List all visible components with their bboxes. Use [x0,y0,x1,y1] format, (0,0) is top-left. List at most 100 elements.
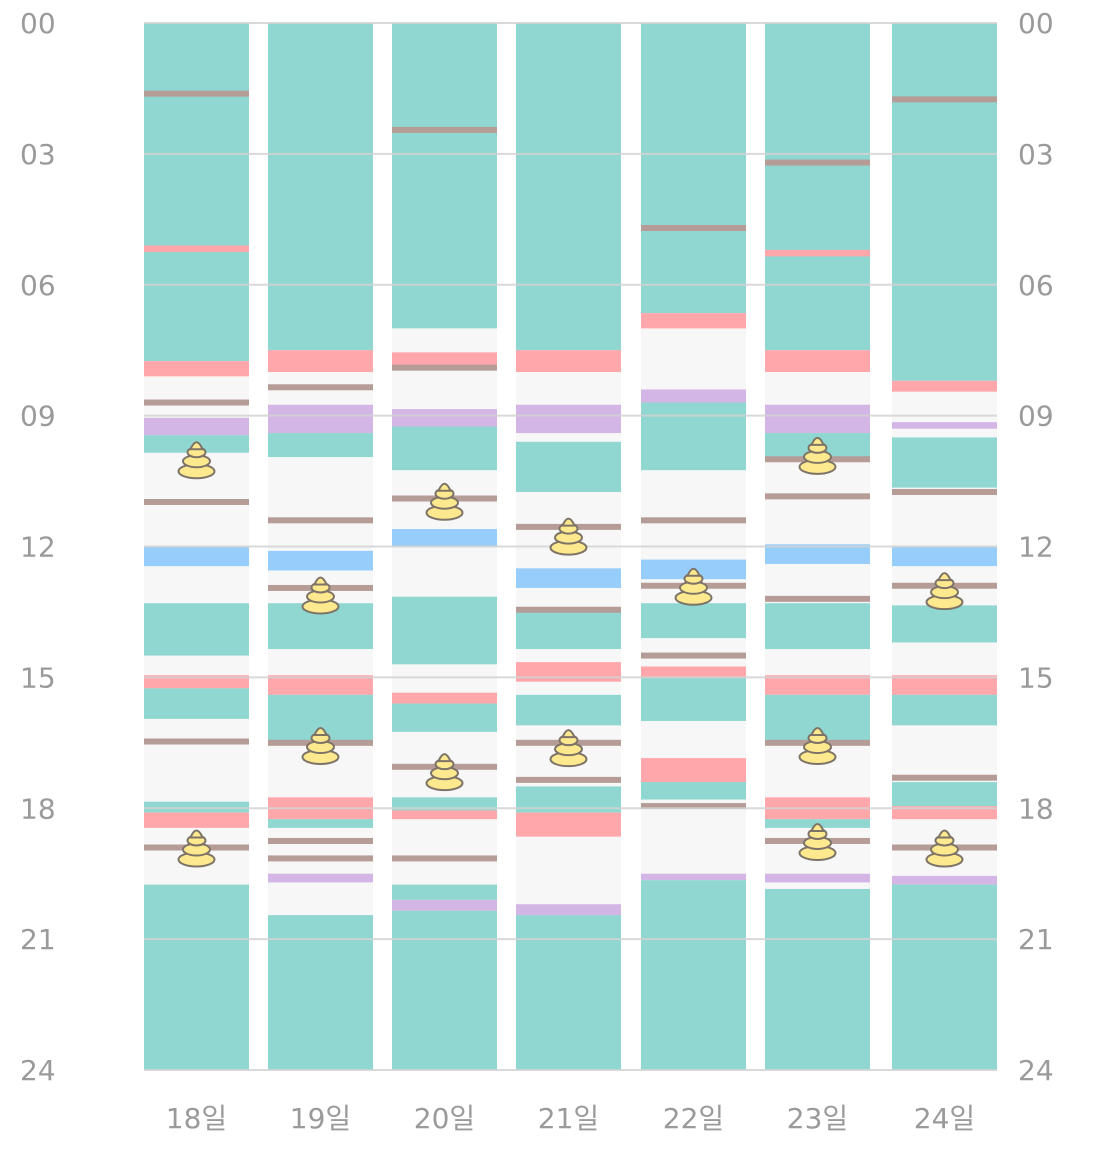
purple-block [892,875,997,885]
teal-block [144,23,249,362]
y-tick-label-right: 09 [1018,400,1054,433]
pink-block [392,692,497,704]
pink-block [268,675,373,695]
teal-block [516,694,621,726]
pink-block [765,249,870,257]
day-label: 24일 [914,1102,975,1135]
purple-block [392,899,497,911]
event-mark [268,384,373,391]
purple-block [892,422,997,429]
teal-block [516,915,621,1070]
teal-block [892,605,997,643]
pink-block [516,662,621,682]
blue-block [765,544,870,564]
pink-block [641,313,746,329]
teal-block [765,23,870,351]
event-mark [144,90,249,97]
teal-block [392,797,497,811]
teal-block [516,23,621,351]
teal-block [268,23,373,351]
poop-icon [798,436,837,475]
event-mark [516,606,621,613]
purple-block [641,389,746,403]
pink-block [765,350,870,372]
purple-block [144,417,249,436]
teal-block [392,884,497,900]
y-tick-label-left: 06 [20,269,56,302]
poop-icon [425,482,464,521]
teal-block [641,782,746,800]
poop-icons [177,436,964,868]
pink-block [144,812,249,828]
poop-icon [301,727,340,765]
event-mark [516,776,621,783]
day-label: 23일 [787,1102,848,1135]
event-mark [392,855,497,862]
poop-icon [798,823,837,861]
y-tick-label-left: 24 [20,1054,56,1087]
y-tick-label-left: 00 [20,7,56,40]
day-column [144,23,249,1070]
pink-block [641,758,746,783]
y-tick-label-right: 00 [1018,7,1054,40]
purple-block [268,873,373,883]
blue-block [392,529,497,547]
purple-block [641,873,746,881]
blue-block [516,568,621,588]
pink-block [892,380,997,392]
event-mark [144,499,249,506]
pink-block [144,361,249,377]
y-tick-label-right: 06 [1018,269,1054,302]
pink-block [144,245,249,253]
day-label: 19일 [290,1102,351,1135]
teal-block [892,884,997,1070]
poop-icon [549,517,588,556]
teal-block [892,23,997,381]
pink-block [641,666,746,678]
event-mark [892,488,997,495]
teal-block [765,603,870,650]
teal-block [641,880,746,1070]
event-mark [392,364,497,371]
pink-block [392,810,497,820]
pink-block [392,352,497,366]
pink-block [516,812,621,837]
pink-block [516,350,621,372]
teal-block [765,888,870,1070]
event-mark [765,595,870,602]
teal-block [392,596,497,665]
purple-block [392,409,497,427]
poop-icon [925,572,964,611]
poop-icon [925,829,964,868]
pink-block [892,675,997,695]
y-tick-label-left: 18 [20,792,56,825]
poop-icon [177,829,216,868]
event-mark [144,738,249,745]
poop-icon [425,753,464,792]
teal-block [392,426,497,471]
event-mark [144,399,249,406]
event-mark [892,96,997,103]
teal-block [641,402,746,471]
y-tick-label-left: 03 [20,138,56,171]
blue-block [268,550,373,571]
axis-labels: 18일 19일 20일 21일 22일 23일 24일 00 00 03 03 06 06 09 09 12 1… [20,7,1054,1135]
day-label: 18일 [166,1102,227,1135]
teal-block [268,819,373,828]
teal-block [144,688,249,719]
event-mark [641,517,746,524]
event-mark [765,159,870,166]
purple-block [516,404,621,434]
teal-block [392,910,497,1070]
teal-block [144,603,249,656]
purple-block [516,904,621,916]
y-tick-label-right: 18 [1018,792,1054,825]
blue-block [144,546,249,567]
teal-block [892,437,997,488]
y-tick-label-right: 15 [1018,661,1054,694]
teal-block [516,611,621,650]
teal-block [892,782,997,807]
teal-block [641,23,746,314]
y-tick-label-left: 21 [20,923,56,956]
poop-icon [674,567,713,606]
